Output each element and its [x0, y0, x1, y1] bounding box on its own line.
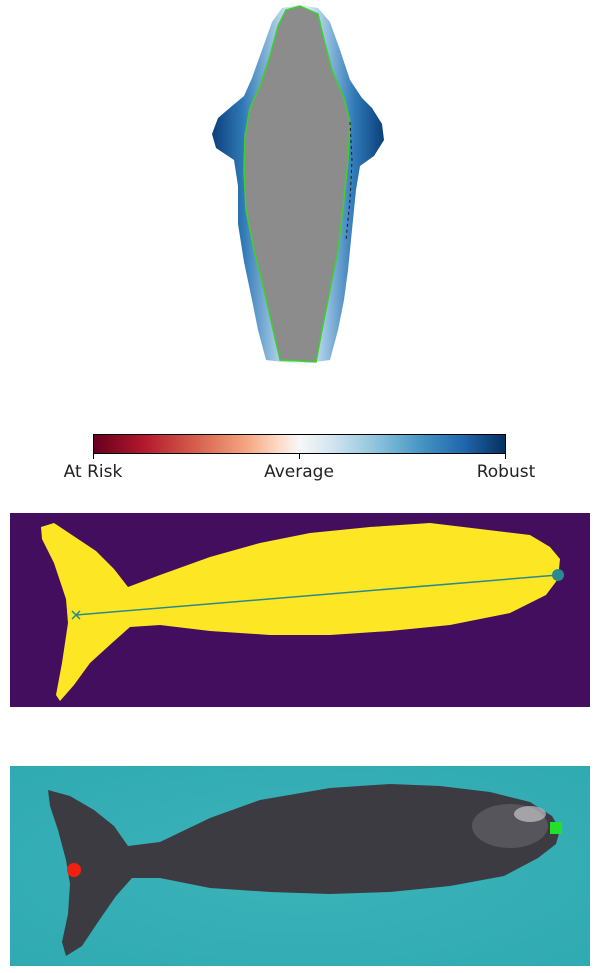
- colorbar-label-average: Average: [264, 462, 334, 482]
- colorbar: [93, 434, 506, 454]
- body-outline: [243, 5, 351, 363]
- colorbar-tick-center: [299, 454, 300, 459]
- colorbar-tick-right: [505, 454, 506, 459]
- segmentation-mask-panel: [10, 513, 590, 707]
- head-point-marker: [552, 569, 564, 581]
- tail-point-marker: [71, 610, 81, 620]
- whale-mask: [41, 523, 560, 701]
- colorbar-label-at-risk: At Risk: [63, 462, 123, 482]
- head-marker: [550, 822, 562, 834]
- aerial-whale-photo: [10, 766, 590, 966]
- tail-marker: [67, 863, 81, 877]
- colorbar-tick-left: [93, 454, 94, 459]
- length-measurement-line: [75, 574, 559, 616]
- colorbar-label-robust: Robust: [476, 462, 536, 482]
- whale-body: [48, 784, 560, 956]
- body-condition-silhouette: [212, 5, 384, 364]
